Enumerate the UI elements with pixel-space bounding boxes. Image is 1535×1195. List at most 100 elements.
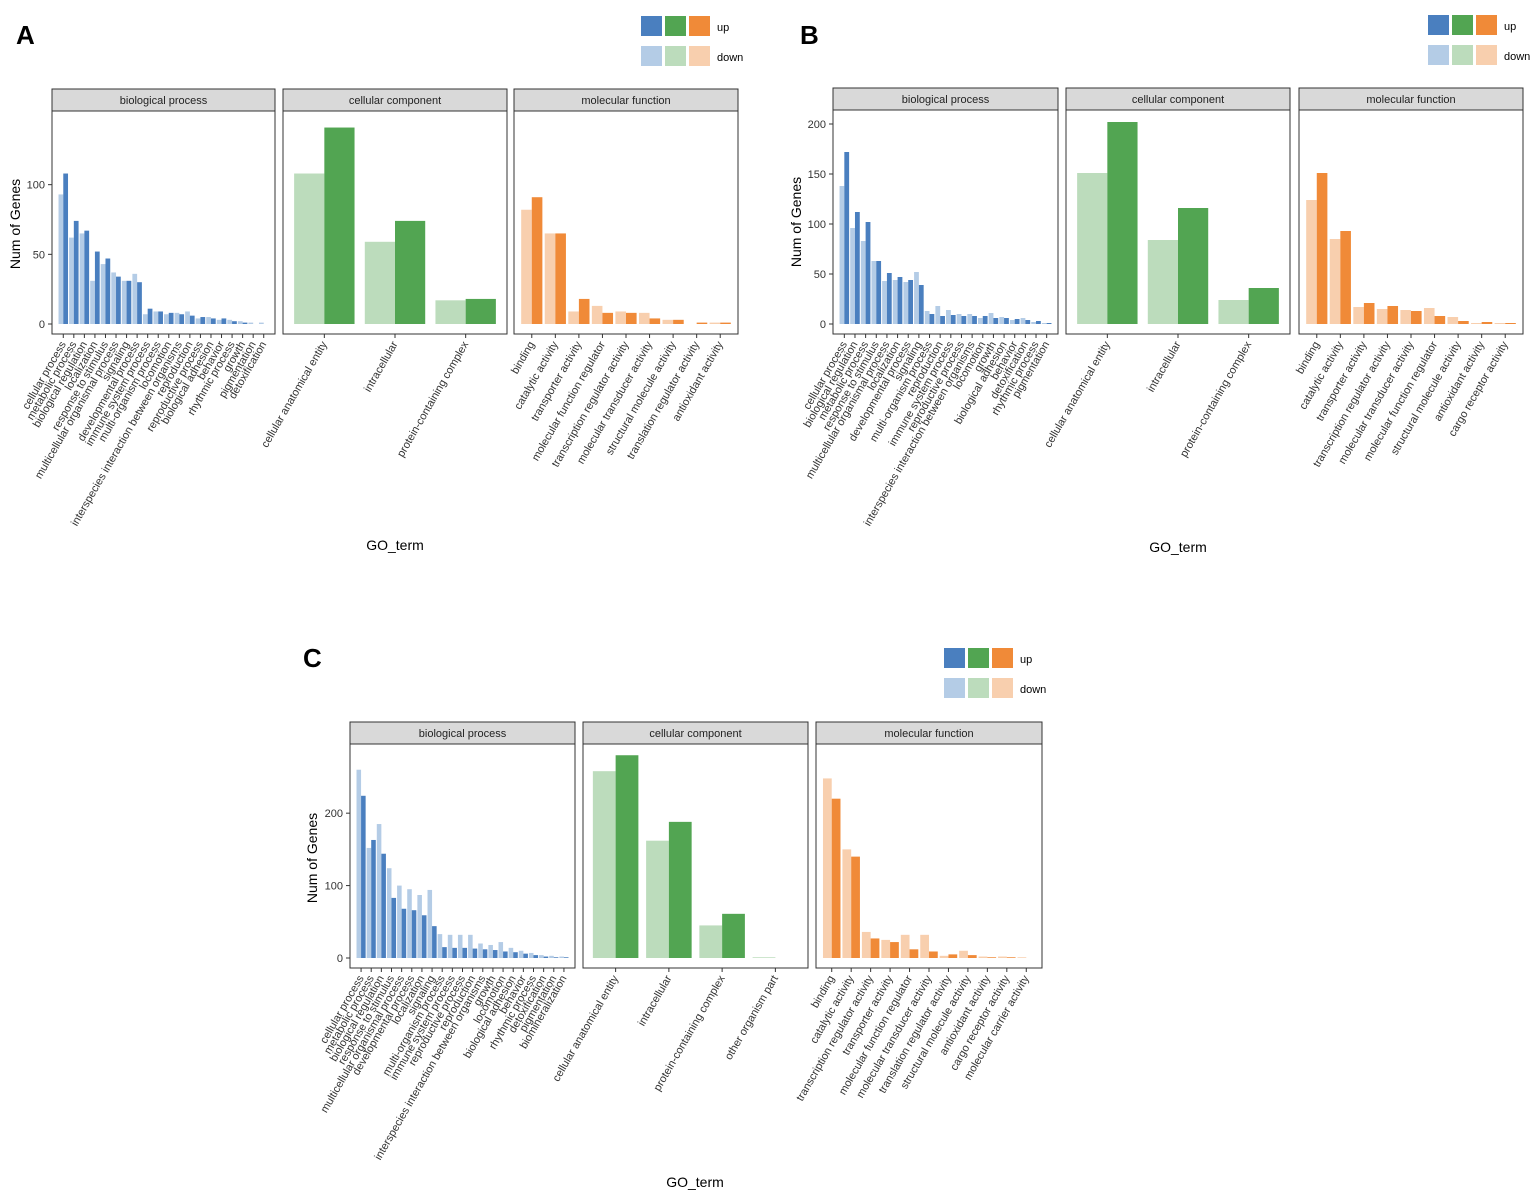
bar-up: [432, 926, 437, 958]
bar-down: [1017, 957, 1027, 958]
legend-swatch-cc-down: [1452, 45, 1473, 65]
bar-down: [528, 952, 534, 958]
bar-down: [132, 273, 138, 324]
legend-swatch-bp-down: [641, 46, 662, 66]
bar-down: [1077, 173, 1108, 324]
bar-down: [881, 939, 891, 958]
bar-up: [950, 315, 956, 324]
y-tick-label: 0: [337, 953, 343, 965]
x-tick-label: intracellular: [362, 339, 401, 394]
bar-down: [427, 889, 433, 958]
bar-down: [591, 305, 603, 324]
legend-swatch-mf-up: [689, 16, 710, 36]
bar-up: [929, 951, 938, 958]
facet-cc: cellular component cellular anatomical en…: [259, 88, 508, 459]
legend-swatch-mf-down: [992, 678, 1013, 698]
bar-down: [174, 312, 180, 324]
bar-up: [870, 938, 880, 958]
bar-down: [544, 233, 556, 324]
bar-down: [258, 322, 264, 324]
x-axis-label: GO_term: [1149, 539, 1207, 555]
bar-up: [553, 957, 559, 958]
bar-up: [421, 915, 427, 958]
bar-down: [882, 281, 887, 324]
bar-down: [559, 956, 564, 958]
legend-swatch-cc-down: [665, 46, 686, 66]
bar-up: [533, 955, 539, 958]
facet-panel: [832, 109, 1059, 335]
bar-up: [200, 317, 206, 324]
bar-down: [1353, 307, 1364, 324]
panel-label: C: [303, 643, 322, 673]
bar-up: [513, 952, 518, 958]
bar-up: [1004, 318, 1009, 324]
bar-up: [563, 957, 569, 958]
legend-down-label: down: [1504, 51, 1530, 63]
bar-down: [457, 934, 463, 958]
bar-down: [364, 241, 395, 324]
bar-up: [210, 318, 216, 324]
bar-up: [482, 949, 488, 958]
facet-panel: [582, 743, 809, 969]
bar-up: [918, 285, 924, 324]
bar-down: [356, 769, 362, 958]
bar-up: [993, 318, 999, 324]
bar-up: [232, 321, 237, 324]
bar-up: [649, 318, 661, 324]
bar-down: [518, 950, 524, 958]
legend-up-label: up: [1504, 21, 1516, 33]
panel-label: B: [800, 20, 819, 50]
y-tick-label: 100: [808, 219, 826, 231]
y-tick-label: 50: [33, 249, 45, 261]
bar-down: [294, 173, 325, 324]
bar-down: [860, 241, 866, 324]
x-tick-label: intracellular: [636, 973, 675, 1028]
bar-down: [478, 943, 483, 958]
bar-down: [946, 310, 951, 324]
bar-up: [908, 280, 914, 324]
bar-up: [462, 947, 468, 958]
bar-up: [909, 949, 919, 958]
legend-swatch-mf-down: [689, 46, 710, 66]
bar-up: [452, 947, 457, 958]
bar-down: [111, 272, 117, 324]
legend-swatch-bp-up: [641, 16, 662, 36]
bar-up: [1363, 303, 1375, 324]
bar-down: [1471, 323, 1482, 324]
y-tick-label: 100: [27, 180, 45, 192]
bar-up: [147, 308, 153, 324]
x-tick-label: protein-containing complex: [1178, 339, 1254, 459]
bar-down: [939, 955, 949, 958]
legend-swatch-mf-up: [992, 648, 1013, 668]
bar-down: [1494, 323, 1506, 324]
bar-down: [539, 955, 544, 958]
bar-down: [100, 264, 106, 324]
y-tick-label: 200: [808, 119, 826, 131]
facet-title: biological process: [120, 95, 208, 107]
facet-panel: [51, 110, 276, 335]
legend-down-label: down: [717, 52, 743, 64]
bar-up: [831, 798, 841, 958]
bar-up: [897, 277, 903, 324]
bar-up: [189, 315, 195, 324]
bar-up: [465, 298, 496, 324]
facet-title: cellular component: [1132, 94, 1224, 106]
bar-up: [324, 127, 355, 324]
bar-down: [185, 311, 190, 324]
bar-down: [914, 272, 919, 324]
legend-swatch-bp-up: [1428, 15, 1449, 35]
bar-up: [503, 951, 508, 958]
bar-down: [142, 314, 148, 324]
bar-up: [221, 318, 227, 324]
bar-up: [722, 913, 745, 958]
bar-down: [498, 942, 504, 958]
bar-up: [492, 950, 498, 958]
bar-down: [121, 280, 127, 324]
bar-up: [854, 212, 860, 324]
bar-up: [1178, 208, 1209, 324]
facet-cc: cellular component cellular anatomical en…: [1042, 87, 1291, 459]
